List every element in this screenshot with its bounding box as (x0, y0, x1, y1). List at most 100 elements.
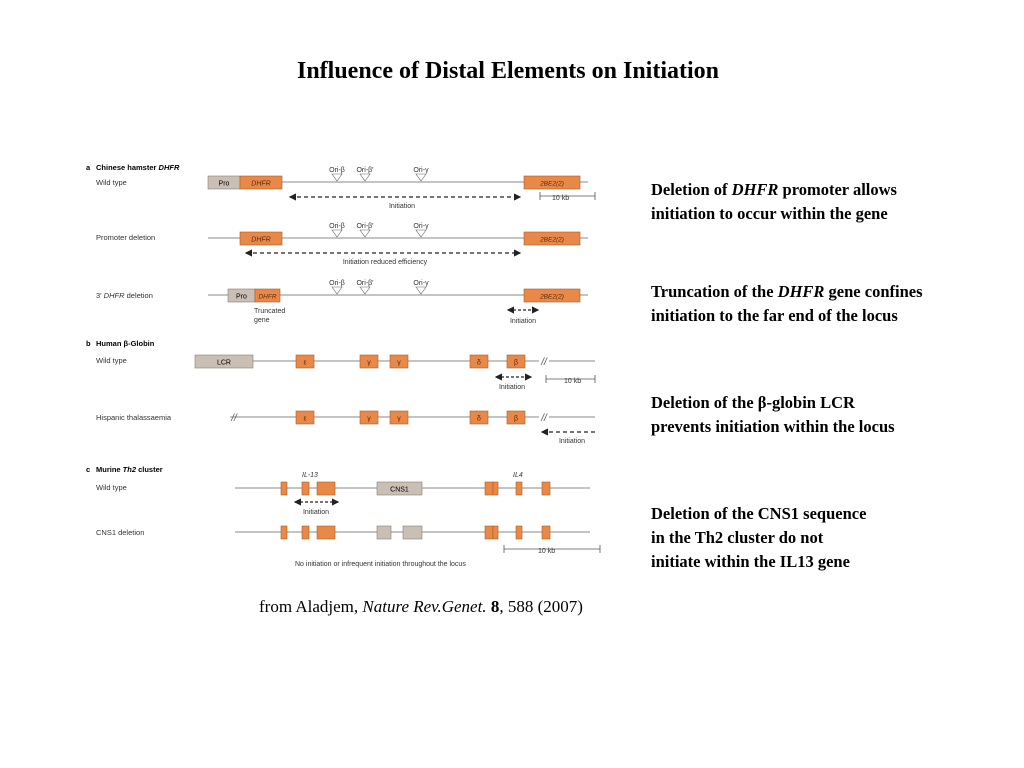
note-line: initiation to occur within the gene (651, 204, 888, 223)
ori-gamma-label: Ori-γ (413, 223, 429, 230)
exon-box (316, 481, 336, 496)
no-initiation-label: No initiation or infrequent initiation t… (295, 561, 466, 568)
epsilon-label: ε (303, 360, 306, 367)
row-label-3prime-deletion: 3′ DHFR deletion (96, 291, 153, 300)
pro-label: Pro (219, 181, 230, 188)
2bez-gene-box (523, 288, 581, 303)
gamma-gene-box (359, 410, 379, 425)
epsilon-label: ε (303, 416, 306, 423)
gamma-gene-box (359, 354, 379, 369)
ori-beta-marker (331, 229, 343, 238)
beta-label: β (514, 416, 518, 423)
dhfr-gene-box (239, 231, 283, 246)
panel-b-letter: b (86, 339, 91, 348)
panel-c-heading: Murine Th2 cluster (96, 465, 163, 474)
panel-a-heading: Chinese hamster DHFR (96, 163, 180, 172)
note-cns1-deletion: Deletion of the CNS1 sequence in the Th2… (651, 502, 866, 574)
ori-beta-label: Ori-β (329, 223, 345, 230)
exon-box (541, 525, 551, 540)
note-line: Truncation of the DHFR gene confines (651, 282, 923, 301)
truncated-gene-label: Truncated (254, 308, 285, 315)
ori-beta-prime-marker (359, 229, 371, 238)
exon-box (492, 481, 499, 496)
ori-beta-label: Ori-β (329, 167, 345, 174)
cns1-remnant-box (376, 525, 392, 540)
row-label-hispanic: Hispanic thalassaemia (96, 413, 172, 422)
initiation-label: Initiation (559, 438, 585, 445)
ori-gamma-marker (415, 173, 427, 182)
dhfr-label: DHFR (258, 294, 276, 301)
ori-gamma-label: Ori-γ (413, 167, 429, 174)
2bez-label: 2BE2(2) (539, 181, 564, 188)
il13-label: IL-13 (302, 472, 318, 479)
row-label-promoter-deletion: Promoter deletion (96, 233, 155, 242)
break-mark: // (540, 357, 548, 368)
initiation-label: Initiation (389, 203, 415, 210)
ori-gamma-label: Ori-γ (413, 280, 429, 287)
cns1-label: CNS1 (390, 487, 409, 494)
ori-beta-prime-marker (359, 286, 371, 295)
cns1-box (376, 481, 423, 496)
panel-b-heading: Human β-Globin (96, 339, 155, 348)
scale-label: 10 kb (538, 548, 555, 555)
note-line: prevents initiation within the locus (651, 417, 895, 436)
ori-beta-prime-label: Ori-β′ (356, 223, 374, 230)
gamma-gene-box (389, 354, 409, 369)
beta-label: β (514, 360, 518, 367)
citation: from Aladjem, Nature Rev.Genet. 8, 588 (… (259, 597, 583, 616)
dhfr-label: DHFR (251, 181, 270, 188)
initiation-reduced-label: Initiation reduced efficiency (343, 259, 428, 266)
break-mark: // (230, 413, 238, 424)
note-line: in the Th2 cluster do not (651, 528, 824, 547)
exon-box (301, 481, 310, 496)
gamma-label: γ (397, 360, 401, 367)
note-dhfr-truncation: Truncation of the DHFR gene confines ini… (651, 280, 923, 328)
exon-box (301, 525, 310, 540)
panel-a-letter: a (86, 163, 91, 172)
ori-beta-prime-label: Ori-β′ (356, 167, 374, 174)
cns1-remnant-box (402, 525, 423, 540)
delta-gene-box (469, 354, 489, 369)
gamma-label: γ (367, 416, 371, 423)
2bez-label: 2BE2(2) (539, 294, 564, 301)
beta-gene-box (506, 354, 526, 369)
epsilon-gene-box (295, 354, 315, 369)
dhfr-gene-box (239, 175, 283, 190)
ori-beta-prime-marker (359, 173, 371, 182)
row-label-cns1-deletion: CNS1 deletion (96, 528, 144, 537)
break-gap (539, 355, 549, 368)
dhfr-label: DHFR (251, 237, 270, 244)
il4-label: IL4 (513, 472, 523, 479)
pro-label: Pro (236, 294, 247, 301)
row-label-wild-type: Wild type (96, 483, 127, 492)
note-line: Deletion of the CNS1 sequence (651, 504, 867, 523)
ori-gamma-marker (415, 229, 427, 238)
exon-box (484, 525, 494, 540)
delta-gene-box (469, 410, 489, 425)
gene-locus-figure: a Chinese hamster DHFR Wild type Pro DHF… (80, 155, 610, 580)
exon-box (280, 481, 288, 496)
initiation-label: Initiation (303, 509, 329, 516)
gamma-label: γ (397, 416, 401, 423)
exon-box (541, 481, 551, 496)
note-line: initiate within the IL13 gene (651, 552, 850, 571)
row-label-wild-type: Wild type (96, 356, 127, 365)
initiation-label: Initiation (499, 384, 525, 391)
note-dhfr-promoter: Deletion of DHFR promoter allows initiat… (651, 178, 897, 226)
gamma-gene-box (389, 410, 409, 425)
scale-label: 10 kb (564, 378, 581, 385)
gamma-label: γ (367, 360, 371, 367)
delta-label: δ (477, 360, 481, 367)
exon-box (280, 525, 288, 540)
truncated-gene-label: gene (254, 317, 270, 324)
ori-beta-marker (331, 286, 343, 295)
scale-label: 10 kb (552, 195, 569, 202)
epsilon-gene-box (295, 410, 315, 425)
ori-beta-prime-label: Ori-β′ (356, 280, 374, 287)
note-line: initiation to the far end of the locus (651, 306, 898, 325)
exon-box (316, 525, 336, 540)
lcr-label: LCR (217, 360, 231, 367)
2bez-gene-box (523, 175, 581, 190)
beta-gene-box (506, 410, 526, 425)
note-line: Deletion of the β-globin LCR (651, 393, 855, 412)
